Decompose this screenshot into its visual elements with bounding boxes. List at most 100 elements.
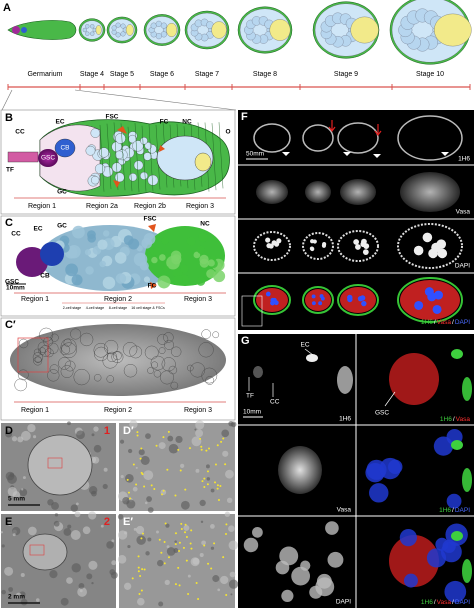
merge-dapi	[399, 529, 417, 547]
texture	[92, 456, 100, 464]
cb	[54, 138, 76, 158]
oocyte	[95, 25, 102, 35]
texture	[21, 430, 31, 441]
gold-particle	[199, 437, 202, 440]
merge-dapi	[311, 294, 316, 299]
texture	[187, 574, 191, 578]
gold-particle	[126, 478, 129, 481]
gold-particle	[180, 527, 183, 530]
render-cell	[102, 230, 110, 237]
texture	[158, 601, 164, 607]
gold-particle	[222, 437, 225, 440]
gold-particle	[177, 448, 180, 451]
oocyte	[211, 21, 227, 39]
em-cell	[106, 375, 114, 383]
render-cell	[207, 259, 215, 267]
texture	[200, 520, 204, 524]
texture	[60, 597, 69, 606]
arrow	[384, 391, 396, 407]
texture	[229, 571, 236, 578]
em-cell	[153, 370, 161, 378]
channel-label: Vasa	[456, 209, 471, 216]
panels-d-e: D 1 5 mm D′ E 2 2 mm E′	[0, 420, 239, 608]
scale-label: 10mm	[6, 285, 25, 292]
gold-particle	[174, 583, 177, 586]
texture	[111, 539, 115, 543]
texture	[5, 430, 13, 438]
germ-cell	[85, 145, 96, 156]
texture	[67, 421, 71, 426]
texture	[147, 537, 152, 542]
stage-label: 4-cell stage	[86, 306, 104, 310]
texture	[117, 514, 124, 520]
em-cell	[122, 342, 138, 357]
em-cell	[33, 348, 42, 356]
gold-particle	[208, 447, 211, 450]
texture	[230, 421, 237, 428]
merge-part: 1H6	[439, 507, 451, 514]
render-cell	[196, 276, 206, 286]
texture	[166, 547, 176, 556]
gold-particle	[132, 463, 135, 466]
inset-box	[47, 457, 63, 469]
fluorescence-images	[243, 349, 472, 603]
texture	[35, 598, 40, 602]
cell-label: NC	[182, 119, 192, 126]
texture	[51, 502, 59, 510]
gold-particle	[150, 484, 153, 487]
arrow	[328, 120, 382, 136]
render-cell	[72, 225, 85, 239]
gold-particle	[206, 483, 209, 486]
cell-label: GSC	[41, 155, 55, 162]
merge-part: DAPI	[455, 507, 470, 514]
texture	[194, 428, 197, 431]
gold-particle	[167, 556, 170, 559]
germ-cell	[128, 134, 137, 144]
cell-label: TF	[246, 393, 254, 400]
merge-dapi	[414, 300, 424, 310]
em-cell	[163, 332, 174, 343]
texture	[117, 530, 128, 540]
cell-label: CB	[60, 145, 69, 152]
render-cell	[65, 263, 79, 277]
em-cell	[150, 355, 166, 371]
texture	[166, 545, 170, 549]
terminal-filament	[7, 151, 39, 163]
gold-particle	[224, 532, 227, 535]
render-cell	[87, 234, 97, 243]
cell-label: GSC	[5, 279, 19, 286]
gold-particle	[184, 488, 187, 491]
gold-particle	[178, 541, 181, 544]
gold-particle	[139, 574, 142, 577]
gold-particle	[213, 542, 216, 545]
texture	[147, 507, 154, 513]
gold-particle	[225, 593, 228, 596]
gold-particle	[222, 556, 225, 559]
nurse-cell	[82, 27, 87, 33]
em-cell	[198, 342, 214, 358]
nurse-cells	[108, 18, 136, 42]
stage-label: Stage 10	[416, 71, 444, 78]
nurse-cell	[90, 24, 95, 29]
texture	[126, 499, 136, 509]
gold-particle	[214, 463, 217, 466]
texture	[7, 474, 17, 484]
merge-label: 1H6/Vasa/DAPI	[421, 599, 470, 606]
gold-particle	[216, 484, 219, 487]
dapi-ring	[302, 232, 334, 260]
cell-label: CC	[15, 129, 25, 136]
stage-label: Stage 5	[110, 71, 134, 78]
merge-part: 1H6	[440, 416, 452, 423]
texture	[88, 560, 98, 570]
merge-part: Vasa	[437, 599, 452, 606]
nurse-cell	[90, 31, 95, 36]
merge-dapi	[369, 483, 389, 503]
panel-label: D′	[123, 425, 134, 437]
fsc	[113, 126, 165, 188]
merge-part: /	[452, 507, 454, 514]
nurse-cell	[85, 24, 90, 29]
em-cell	[33, 356, 43, 366]
gold-particle	[131, 577, 134, 580]
texture	[75, 502, 79, 506]
render-cell	[173, 275, 183, 285]
